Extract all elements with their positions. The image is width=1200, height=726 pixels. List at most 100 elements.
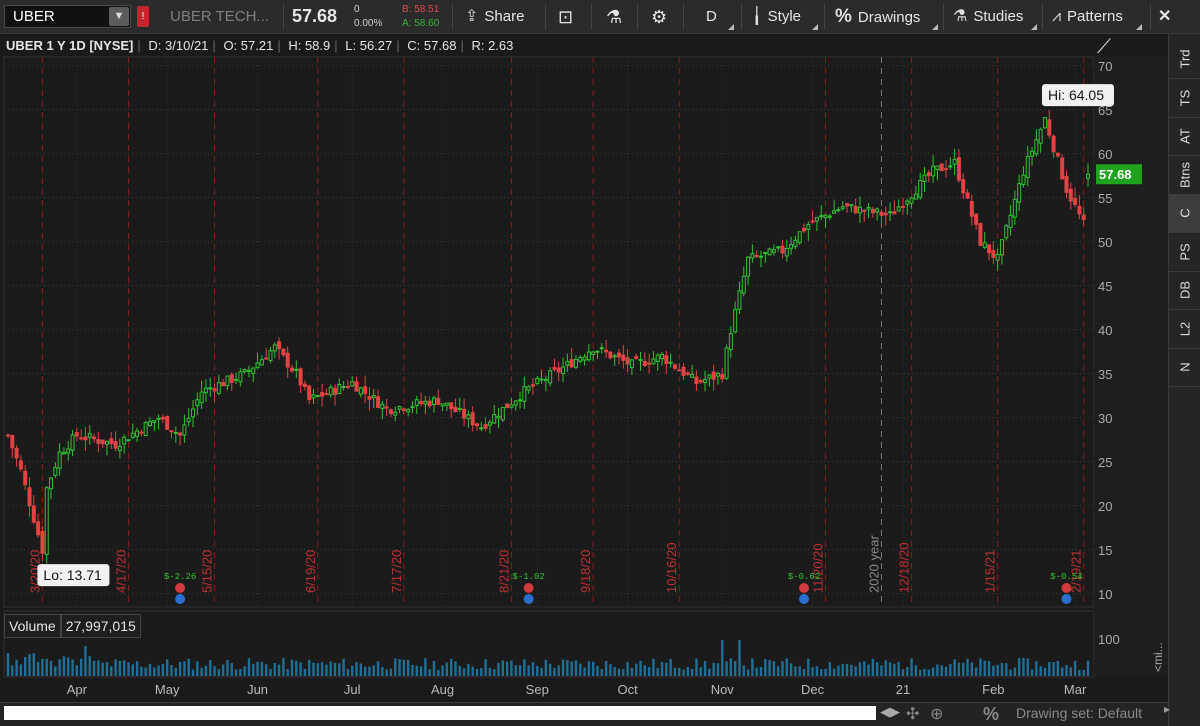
dividend-icon: [523, 594, 534, 604]
candle-body: [173, 432, 178, 435]
candle-body: [70, 434, 75, 451]
x-axis-label: Nov: [711, 682, 735, 697]
volume-bar: [247, 658, 251, 676]
earnings-icon: [523, 583, 534, 593]
volume-bar: [798, 666, 801, 676]
aggregation-period-button[interactable]: D: [706, 0, 734, 34]
chart-frame-icon: ⊡: [558, 7, 574, 27]
candle-body: [440, 403, 445, 407]
volume-bar: [987, 661, 991, 676]
style-label: Style: [767, 8, 801, 25]
share-icon: ⇪: [465, 8, 479, 25]
divider: [591, 4, 592, 30]
volume-bar: [1030, 669, 1034, 676]
chart-settings-button[interactable]: ⊡: [558, 0, 573, 34]
volume-bar: [927, 669, 930, 676]
drawing-set-label[interactable]: Drawing set: Default: [1016, 705, 1143, 721]
candle-body: [320, 392, 325, 397]
expiration-date-label: 4/17/20: [113, 550, 128, 593]
right-tab-l2[interactable]: L2: [1169, 310, 1200, 349]
bid-price: B: 58.51: [402, 4, 440, 15]
volume-bar: [574, 660, 578, 676]
volume-bar: [643, 665, 647, 676]
right-tab-label: PS: [1177, 242, 1193, 261]
candle-body: [634, 356, 639, 360]
candle-body: [350, 381, 355, 387]
candle-body: [690, 373, 695, 378]
volume-bar: [501, 660, 505, 676]
candle-body: [681, 366, 686, 377]
volume-bar: [514, 665, 517, 676]
drawings-label: Drawings: [857, 9, 921, 26]
candle-body: [1068, 188, 1073, 202]
candle-body: [1017, 183, 1022, 203]
candle-body: [660, 353, 665, 359]
zoom-icon[interactable]: ⊕: [930, 706, 944, 723]
candle-body: [728, 333, 733, 350]
volume-bar: [923, 668, 926, 676]
candle-body: [797, 231, 802, 244]
volume-bar: [196, 661, 199, 676]
candle-body: [535, 378, 540, 384]
volume-bar: [566, 660, 569, 676]
volume-bar: [441, 665, 444, 676]
candle-body: [496, 415, 501, 419]
time-scrollbar[interactable]: [4, 706, 876, 720]
settings-button[interactable]: ⚙: [651, 0, 667, 34]
symbol-dropdown-button[interactable]: ▼: [109, 7, 129, 26]
right-tab-c[interactable]: C: [1169, 194, 1200, 233]
candle-body: [397, 406, 402, 410]
pan-icon[interactable]: ✣: [906, 706, 920, 723]
volume-bar: [708, 668, 711, 676]
right-tab-at[interactable]: AT: [1169, 117, 1200, 156]
candle-body: [999, 239, 1004, 256]
candle-body: [259, 359, 264, 366]
volume-bar: [914, 665, 918, 676]
volume-bar: [329, 661, 332, 676]
alert-flag-icon[interactable]: !: [137, 6, 149, 27]
patterns-button[interactable]: ⩘ Patterns: [1052, 0, 1142, 34]
studies-button[interactable]: ⚗ Studies: [953, 0, 1037, 34]
candle-body: [1021, 174, 1026, 185]
expand-icon[interactable]: ⟋: [1097, 36, 1111, 58]
candle-body: [294, 368, 299, 371]
x-axis-label: Aug: [431, 682, 454, 697]
volume-bar: [850, 664, 853, 676]
right-tab-n[interactable]: N: [1169, 348, 1200, 387]
high-callout-label: Hi: 64.05: [1048, 87, 1104, 103]
candle-body: [427, 400, 432, 407]
volume-bar: [428, 669, 431, 676]
candle-body: [758, 255, 763, 258]
right-tab-trd[interactable]: Trd: [1169, 40, 1200, 79]
volume-bar: [686, 667, 690, 676]
candle-body: [685, 372, 690, 375]
candle-body: [819, 215, 824, 218]
volume-bar: [6, 653, 10, 676]
candle-body: [272, 344, 277, 352]
symbol-input[interactable]: UBER: [4, 5, 131, 28]
candle-body: [849, 204, 854, 207]
beaker-button[interactable]: ⚗: [606, 0, 622, 34]
menu-icon[interactable]: ▸: [1164, 702, 1171, 716]
right-tab-db[interactable]: DB: [1169, 271, 1200, 310]
volume-bar: [858, 662, 862, 676]
candle-body: [823, 214, 828, 219]
volume-bar: [647, 667, 651, 676]
candle-body: [238, 371, 243, 383]
candle-body: [862, 209, 867, 212]
scroll-left-icon[interactable]: ◀▶: [880, 704, 900, 719]
dropdown-corner-icon: [1136, 24, 1142, 30]
volume-bar: [1073, 660, 1077, 676]
volume-bar: [394, 658, 397, 676]
volume-bar: [936, 664, 939, 676]
style-button[interactable]: ╽ Style: [752, 0, 818, 34]
right-tab-btns[interactable]: Btns: [1169, 156, 1200, 195]
right-tab-ts[interactable]: TS: [1169, 79, 1200, 118]
percent-icon[interactable]: %: [983, 704, 1000, 724]
right-tab-ps[interactable]: PS: [1169, 233, 1200, 272]
drawings-button[interactable]: % Drawings: [835, 0, 938, 34]
share-button[interactable]: ⇪ Share: [465, 0, 524, 34]
close-icon[interactable]: ✕: [1158, 8, 1172, 25]
candle-body: [178, 432, 183, 436]
